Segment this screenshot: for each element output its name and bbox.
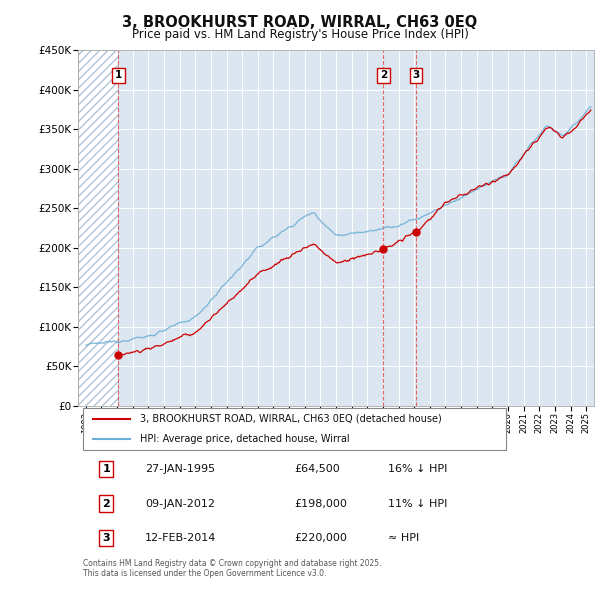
Text: £220,000: £220,000 bbox=[295, 533, 347, 543]
Text: 1: 1 bbox=[103, 464, 110, 474]
Text: 2: 2 bbox=[380, 70, 387, 80]
FancyBboxPatch shape bbox=[83, 408, 506, 450]
Text: 1: 1 bbox=[115, 70, 122, 80]
Text: Contains HM Land Registry data © Crown copyright and database right 2025.
This d: Contains HM Land Registry data © Crown c… bbox=[83, 559, 382, 578]
Text: HPI: Average price, detached house, Wirral: HPI: Average price, detached house, Wirr… bbox=[140, 434, 350, 444]
Text: 3: 3 bbox=[103, 533, 110, 543]
Text: Price paid vs. HM Land Registry's House Price Index (HPI): Price paid vs. HM Land Registry's House … bbox=[131, 28, 469, 41]
Text: 09-JAN-2012: 09-JAN-2012 bbox=[145, 499, 215, 509]
Text: 3, BROOKHURST ROAD, WIRRAL, CH63 0EQ (detached house): 3, BROOKHURST ROAD, WIRRAL, CH63 0EQ (de… bbox=[140, 414, 442, 424]
Text: 27-JAN-1995: 27-JAN-1995 bbox=[145, 464, 215, 474]
Text: ≈ HPI: ≈ HPI bbox=[388, 533, 419, 543]
Bar bbox=[78, 50, 118, 406]
Text: £198,000: £198,000 bbox=[295, 499, 347, 509]
Text: 11% ↓ HPI: 11% ↓ HPI bbox=[388, 499, 447, 509]
Text: 3, BROOKHURST ROAD, WIRRAL, CH63 0EQ: 3, BROOKHURST ROAD, WIRRAL, CH63 0EQ bbox=[122, 15, 478, 30]
Text: 3: 3 bbox=[412, 70, 419, 80]
Text: 16% ↓ HPI: 16% ↓ HPI bbox=[388, 464, 447, 474]
Text: 2: 2 bbox=[103, 499, 110, 509]
Text: 12-FEB-2014: 12-FEB-2014 bbox=[145, 533, 217, 543]
Text: £64,500: £64,500 bbox=[295, 464, 340, 474]
